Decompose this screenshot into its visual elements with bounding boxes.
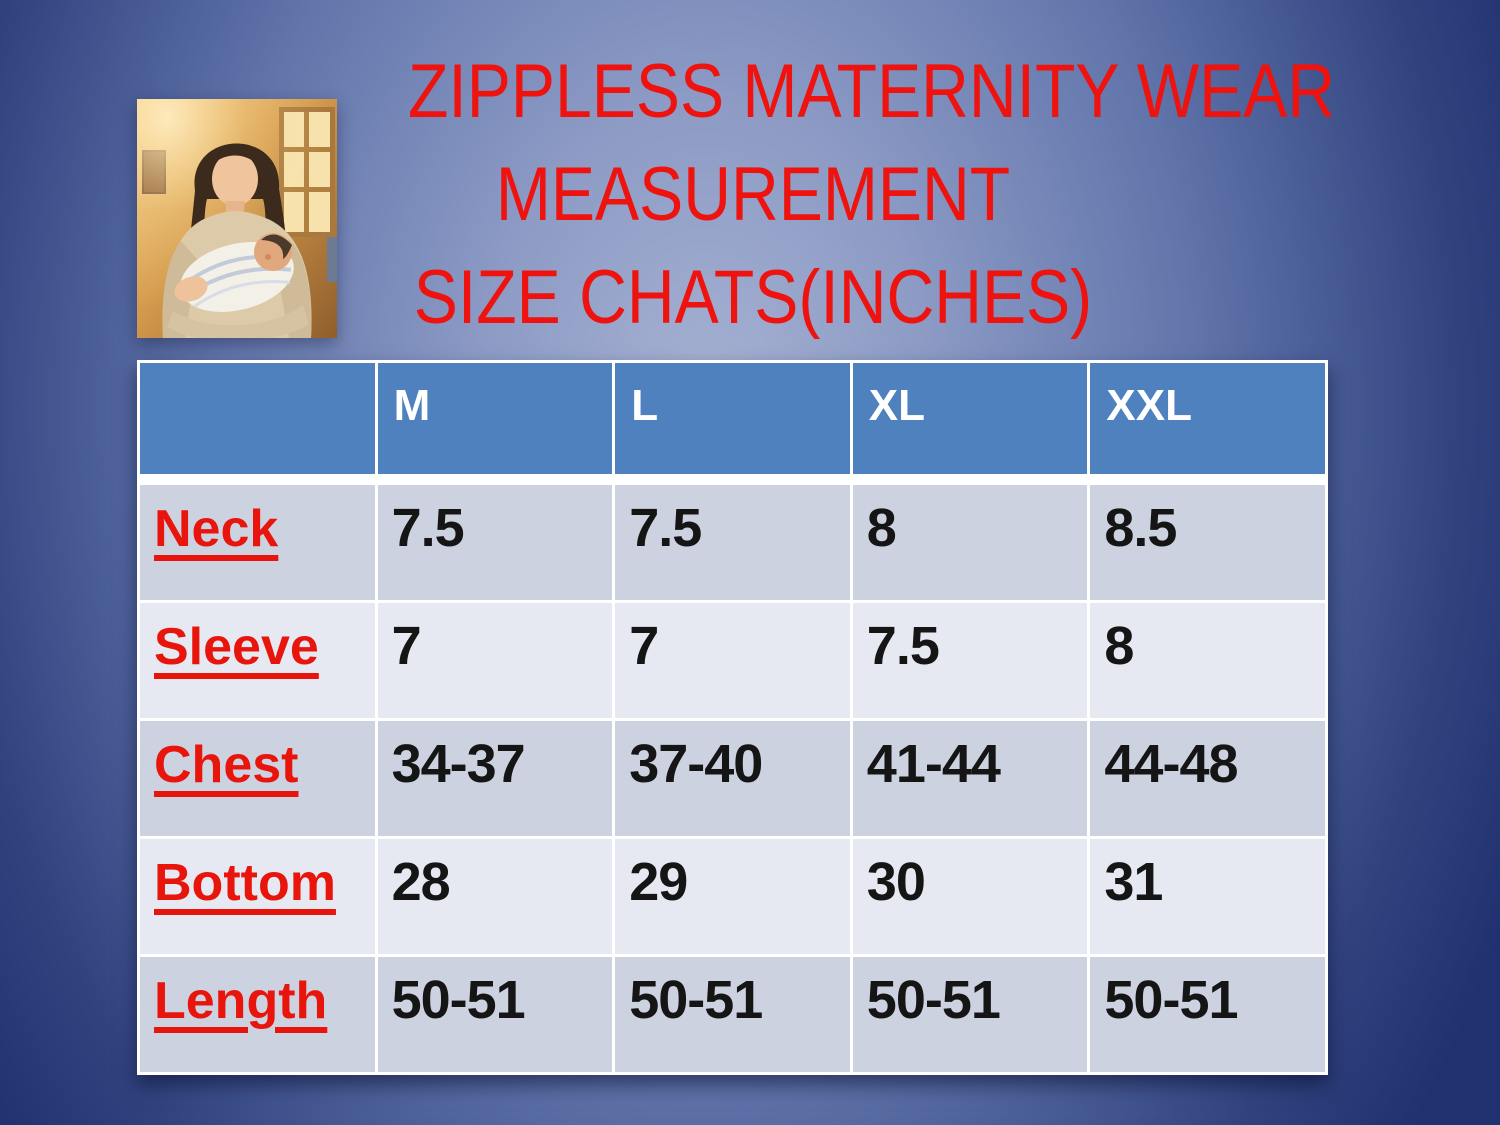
slide-title-line-2: MEASUREMENT <box>495 152 1011 237</box>
size-chart-table: M L XL XXL Neck 7.5 7.5 8 8.5 Sleeve 7 7… <box>137 360 1328 1075</box>
column-header-xxl: XXL <box>1090 363 1325 482</box>
cell-sleeve-m: 7 <box>377 603 613 718</box>
cell-bottom-xl: 30 <box>852 839 1088 954</box>
cell-sleeve-xl: 7.5 <box>852 603 1088 718</box>
slide-title-line-3: SIZE CHATS(INCHES) <box>413 255 1093 340</box>
cell-length-xl: 50-51 <box>852 957 1088 1072</box>
column-header-m: M <box>377 363 613 482</box>
cell-chest-xl: 41-44 <box>852 721 1088 836</box>
cell-neck-xxl: 8.5 <box>1090 485 1325 600</box>
mother-baby-photo <box>137 99 337 338</box>
row-header-length: Length <box>140 957 375 1072</box>
column-header-l: L <box>615 363 850 482</box>
row-header-sleeve: Sleeve <box>140 603 375 718</box>
cell-chest-m: 34-37 <box>377 721 613 836</box>
cell-chest-l: 37-40 <box>615 721 850 836</box>
cell-neck-xl: 8 <box>852 485 1088 600</box>
cell-sleeve-l: 7 <box>615 603 850 718</box>
slide-title: ZIPPLESS MATERNITY WEAR MEASUREMENT SIZE… <box>350 40 1350 349</box>
cell-sleeve-xxl: 8 <box>1090 603 1325 718</box>
cell-bottom-xxl: 31 <box>1090 839 1325 954</box>
cell-length-m: 50-51 <box>377 957 613 1072</box>
mother-baby-photo-illustration <box>137 99 337 338</box>
table-corner-cell <box>140 363 375 482</box>
cell-chest-xxl: 44-48 <box>1090 721 1325 836</box>
row-header-bottom: Bottom <box>140 839 375 954</box>
cell-length-l: 50-51 <box>615 957 850 1072</box>
cell-neck-m: 7.5 <box>377 485 613 600</box>
cell-bottom-m: 28 <box>377 839 613 954</box>
row-header-neck: Neck <box>140 485 375 600</box>
cell-bottom-l: 29 <box>615 839 850 954</box>
column-header-xl: XL <box>852 363 1088 482</box>
row-header-chest: Chest <box>140 721 375 836</box>
cell-length-xxl: 50-51 <box>1090 957 1325 1072</box>
cell-neck-l: 7.5 <box>615 485 850 600</box>
slide-title-line-1: ZIPPLESS MATERNITY WEAR <box>408 49 1336 134</box>
